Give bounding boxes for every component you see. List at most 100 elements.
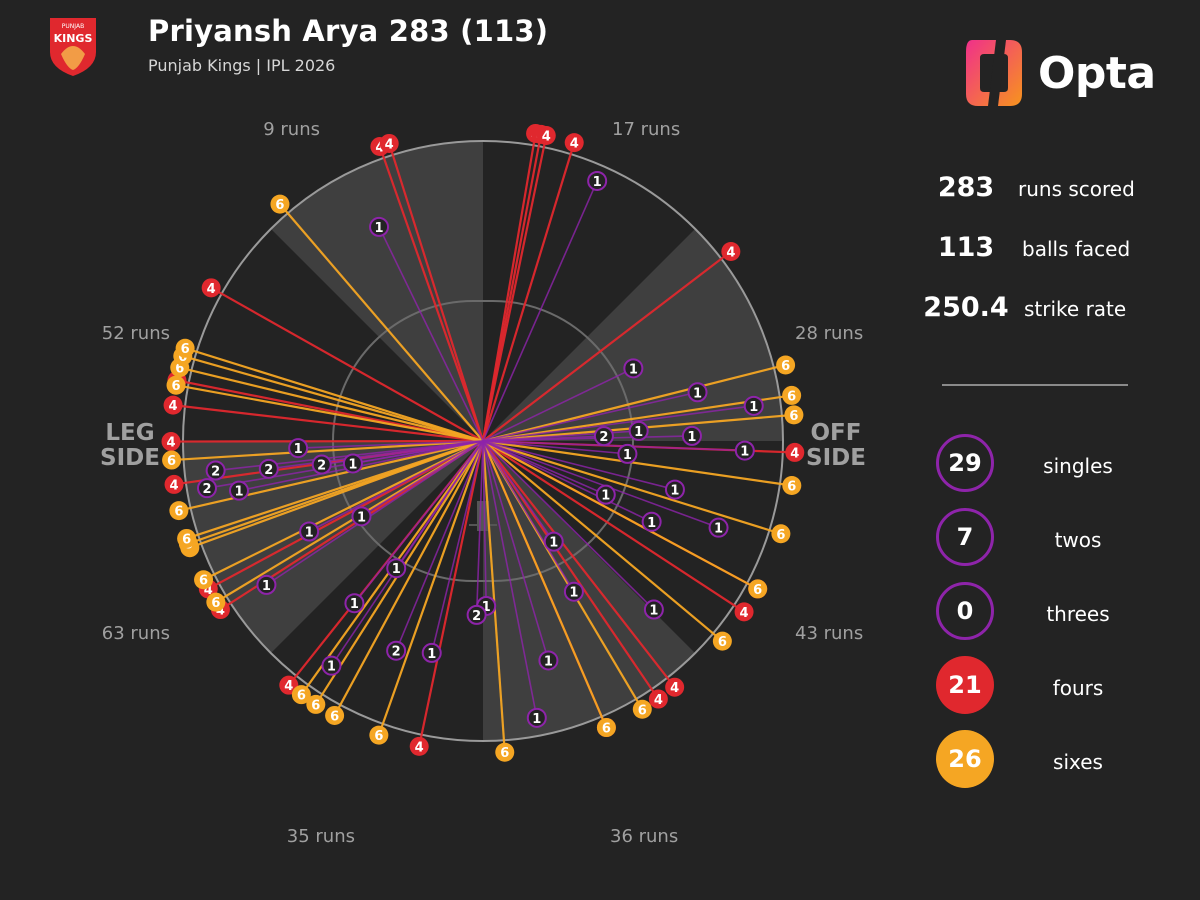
divider — [942, 384, 1128, 386]
shot-marker-dot — [342, 453, 363, 474]
shot-marker-dot — [177, 528, 197, 548]
shot-marker-dot — [595, 484, 616, 505]
shot-line — [388, 143, 485, 442]
wagon-wheel-chart: 9 runs 17 runs 28 runs 43 runs 36 runs 35 run… — [100, 119, 866, 847]
shot-marker: 1 — [538, 650, 559, 671]
shot-marker: 1 — [351, 506, 372, 527]
legend-threes-label: threes — [1046, 602, 1110, 626]
shot-marker: 6 — [776, 355, 796, 375]
legend-singles-label: singles — [1043, 454, 1113, 478]
opta-wordmark: Opta — [1038, 48, 1156, 99]
shot-lines — [170, 133, 795, 753]
shot-marker-dot — [587, 170, 608, 191]
legend-fours-label: fours — [1052, 676, 1104, 700]
shot-marker-dot — [641, 511, 662, 532]
shot-line — [481, 135, 548, 442]
shot-marker-label: 1 — [670, 484, 679, 499]
shot-line — [481, 142, 576, 442]
zone-label: 43 runs — [795, 623, 863, 644]
shot-line — [482, 440, 655, 611]
stat-label: runs scored — [1018, 177, 1135, 201]
shot-marker: 4 — [379, 133, 399, 153]
zone-label: 9 runs — [263, 119, 320, 140]
shot-marker-label: 4 — [415, 740, 424, 755]
shot-marker-label: 4 — [570, 137, 579, 152]
shot-line — [308, 440, 484, 533]
shot-marker-dot — [623, 358, 644, 379]
shot-marker-label: 1 — [348, 457, 357, 472]
shot-line — [482, 405, 754, 442]
opta-logo-icon — [966, 40, 1022, 106]
shot-line — [482, 440, 745, 452]
shot-marker: 1 — [664, 479, 685, 500]
shot-marker: 6 — [748, 579, 768, 599]
shot-marker: 1 — [299, 521, 320, 542]
shot-marker-label: 6 — [172, 379, 181, 394]
shot-marker: 6 — [175, 338, 195, 358]
shot-marker-label: 1 — [427, 647, 436, 662]
shot-marker: 1 — [421, 642, 442, 663]
shot-marker-label: 6 — [211, 596, 220, 611]
shot-line — [482, 440, 487, 606]
shot-marker-label: 1 — [714, 522, 723, 537]
shot-marker-dot — [721, 241, 741, 261]
shot-marker: 4 — [564, 133, 584, 153]
shot-marker-dot — [205, 460, 226, 481]
shot-line — [203, 440, 484, 581]
shot-marker-dot — [409, 736, 429, 756]
shot-marker: 2 — [466, 604, 487, 625]
shot-line — [377, 440, 485, 736]
shot-marker-label: 4 — [284, 679, 293, 694]
shot-marker-dot — [466, 604, 487, 625]
shot-marker-dot — [228, 480, 249, 501]
shot-marker: 6 — [632, 699, 652, 719]
zone-label: 63 runs — [102, 623, 170, 644]
shot-marker-dot — [169, 501, 189, 521]
shot-marker-dot — [288, 438, 309, 459]
shot-marker: 1 — [617, 443, 638, 464]
legend-sixes-label: sixes — [1053, 750, 1103, 774]
shot-marker-dot — [643, 599, 664, 620]
shot-line — [171, 439, 484, 462]
shot-marker-dot — [351, 506, 372, 527]
shot-line — [482, 439, 792, 487]
shot-marker-label: 1 — [569, 586, 578, 601]
shot-marker: 1 — [687, 382, 708, 403]
field-sector — [183, 441, 483, 654]
team-logo-text: KINGS — [54, 32, 93, 45]
shot-marker-label: 1 — [647, 516, 656, 531]
zone-label: 36 runs — [610, 826, 678, 847]
shot-marker-dot — [743, 395, 764, 416]
shot-markers: 4444444444444444444444666666666666666666… — [161, 123, 805, 762]
shot-line — [175, 384, 484, 443]
shot-marker: 1 — [369, 216, 390, 237]
shot-marker: 1 — [288, 438, 309, 459]
shot-marker-dot — [344, 593, 365, 614]
shot-marker-label: 1 — [749, 400, 758, 415]
shot-marker-label: 4 — [170, 478, 179, 493]
shot-marker-dot — [734, 602, 754, 622]
shot-marker-label: 1 — [392, 562, 401, 577]
shot-marker-label: 4 — [654, 693, 663, 708]
shot-marker-label: 1 — [262, 579, 271, 594]
shot-marker-label: 1 — [649, 604, 658, 619]
shot-line — [482, 250, 732, 442]
shot-marker-dot — [593, 426, 614, 447]
shot-marker-dot — [369, 725, 389, 745]
shot-marker-dot — [299, 521, 320, 542]
shot-line — [482, 440, 676, 688]
shot-marker: 2 — [311, 454, 332, 475]
shot-marker-dot — [421, 642, 442, 663]
shot-marker-dot — [564, 133, 584, 153]
leg-side-label: LEG — [105, 420, 154, 446]
shot-marker: 6 — [495, 742, 515, 762]
shot-marker-label: 6 — [781, 359, 790, 374]
shot-marker-dot — [258, 458, 279, 479]
shot-marker: 6 — [194, 570, 214, 590]
stat-runs: 283 runs scored — [916, 172, 1176, 212]
shot-marker-label: 1 — [593, 175, 602, 190]
shot-marker-dot — [543, 531, 564, 552]
shot-marker-dot — [785, 442, 805, 462]
shot-marker-label: 6 — [182, 532, 191, 547]
shot-marker-dot — [687, 382, 708, 403]
